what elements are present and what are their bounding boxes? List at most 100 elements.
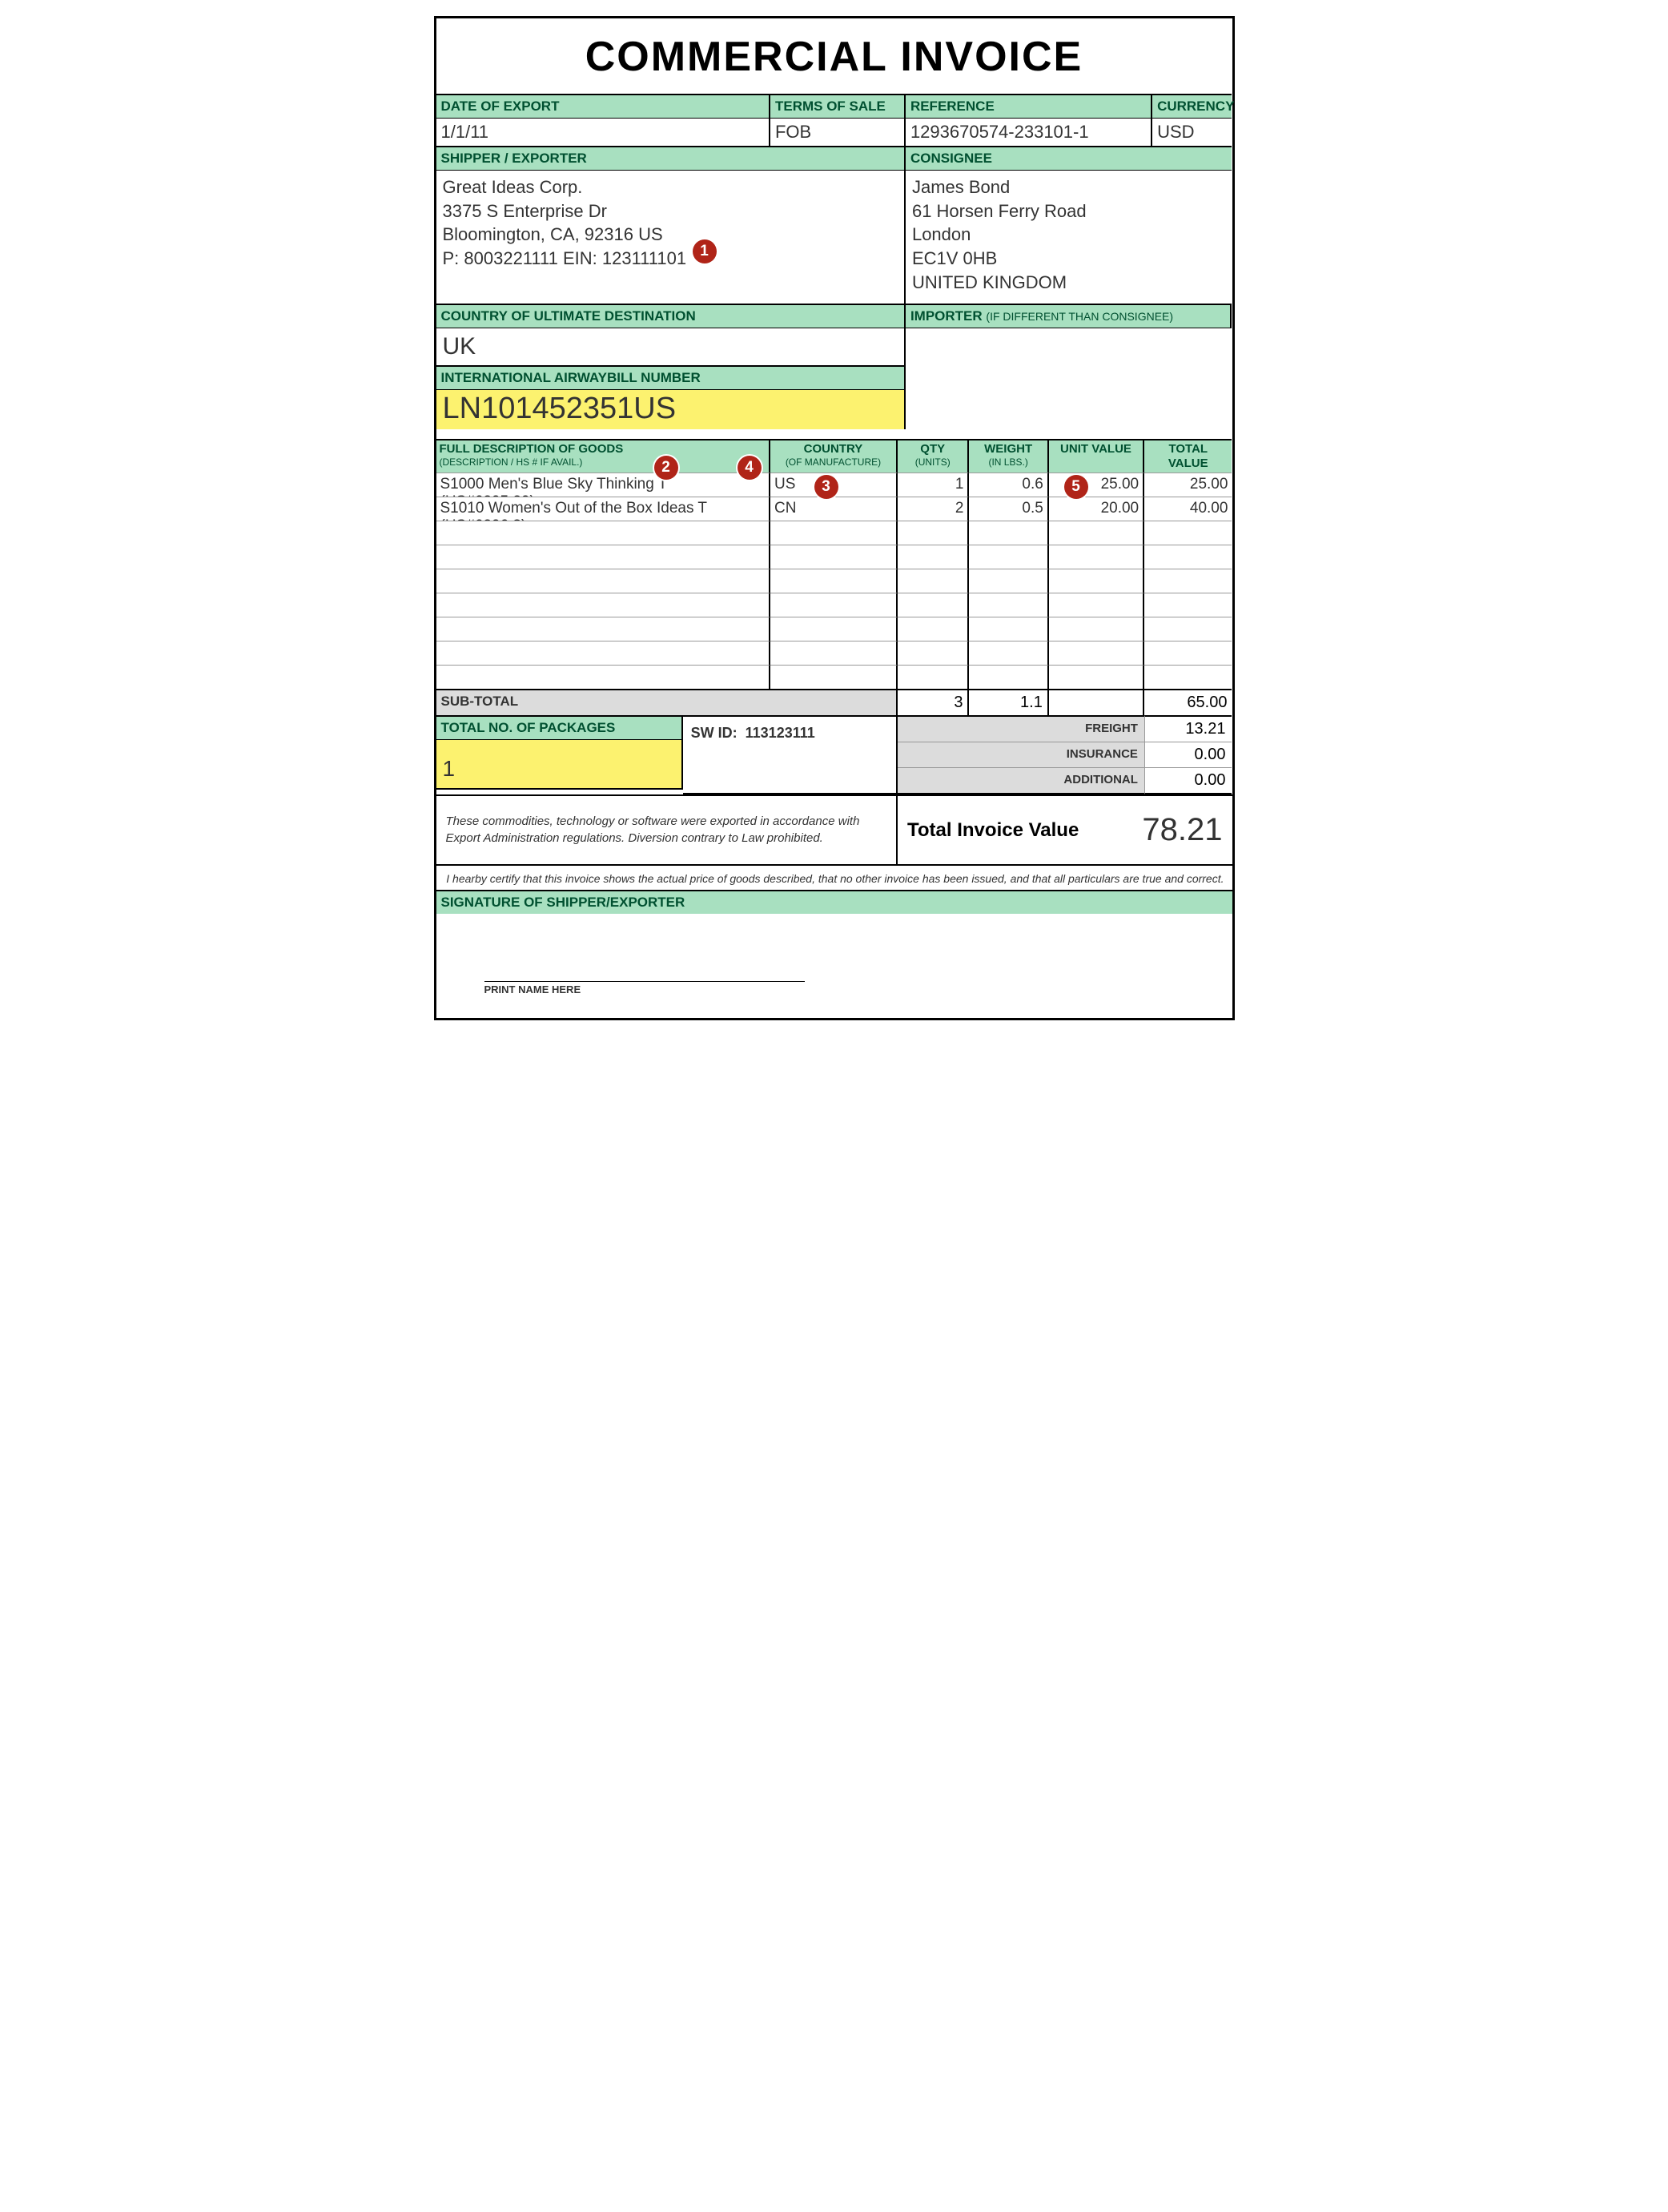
cell-weight [969,665,1048,689]
cell-unit-value [1049,641,1144,665]
cell-country [770,521,898,545]
cell-total-value [1144,617,1232,641]
table-row [436,641,1232,665]
cell-country [770,641,898,665]
col-country-sub: (OF MANUFACTURE) [774,456,893,468]
terms-sale-value: FOB [770,118,906,146]
callout-badge-2: 2 [654,456,678,480]
cell-description [436,593,770,617]
col-description: FULL DESCRIPTION OF GOODS (DESCRIPTION /… [436,439,770,473]
awb-label: INTERNATIONAL AIRWAYBILL NUMBER [436,365,906,389]
cell-unit-value [1049,569,1144,593]
cell-qty [898,593,969,617]
top-header-row: DATE OF EXPORT TERMS OF SALE REFERENCE C… [436,94,1232,118]
dest-row: COUNTRY OF ULTIMATE DESTINATION UK INTER… [436,304,1232,439]
packages-label: TOTAL NO. OF PACKAGES [436,715,683,739]
cell-description [436,521,770,545]
cell-description [436,641,770,665]
total-value: 78.21 [1142,812,1222,848]
signature-area: PRINT NAME HERE [436,914,1232,1018]
cell-total-value: 25.00 [1144,473,1232,497]
insurance-label: INSURANCE [898,742,1145,767]
subtotal-label: SUB-TOTAL [436,689,898,715]
importer-label-sub: (IF DIFFERENT THAN CONSIGNEE) [986,310,1173,323]
col-qty-sub: (UNITS) [901,456,964,468]
subtotal-unit-blank [1049,689,1144,715]
cell-country [770,569,898,593]
cell-qty [898,617,969,641]
cell-total-value: 40.00 [1144,497,1232,521]
cell-weight [969,545,1048,569]
col-qty-text: QTY [920,442,945,456]
cell-description [436,665,770,689]
additional-label: ADDITIONAL [898,767,1145,794]
importer-label: IMPORTER (IF DIFFERENT THAN CONSIGNEE) [906,304,1232,328]
cell-unit-value: 25.00 [1049,473,1144,497]
cell-qty [898,641,969,665]
col-unit-value: UNIT VALUE [1049,439,1144,473]
cell-country: CN [770,497,898,521]
col-country-text: COUNTRY [804,442,863,456]
subtotal-qty: 3 [898,689,969,715]
cell-description [436,617,770,641]
total-box: Total Invoice Value 78.21 [898,796,1232,864]
freight-value: 13.21 [1145,715,1232,742]
table-row: S1010 Women's Out of the Box Ideas T (HS… [436,497,1232,521]
cell-description [436,545,770,569]
commercial-invoice: COMMERCIAL INVOICE DATE OF EXPORT TERMS … [434,16,1235,1020]
col-weight: WEIGHT (IN LBS.) [969,439,1048,473]
cell-total-value [1144,641,1232,665]
col-qty: QTY (UNITS) [898,439,969,473]
cell-unit-value [1049,593,1144,617]
cell-total-value [1144,665,1232,689]
cell-weight [969,521,1048,545]
col-country: COUNTRY (OF MANUFACTURE) [770,439,898,473]
total-label: Total Invoice Value [907,819,1079,842]
cell-weight [969,569,1048,593]
cell-country [770,545,898,569]
cell-description: S1010 Women's Out of the Box Ideas T (HS… [436,497,770,521]
reference-label: REFERENCE [906,94,1152,118]
cell-weight [969,617,1048,641]
parties-header-row: SHIPPER / EXPORTER CONSIGNEE [436,146,1232,170]
cell-unit-value: 20.00 [1049,497,1144,521]
goods-body: S1000 Men's Blue Sky Thinking T (HS#6205… [436,473,1232,689]
shipper-block: Great Ideas Corp. 3375 S Enterprise Dr B… [436,170,906,304]
additional-value: 0.00 [1145,767,1232,794]
cell-weight: 0.5 [969,497,1048,521]
invoice-title: COMMERCIAL INVOICE [436,18,1232,94]
cell-description: S1000 Men's Blue Sky Thinking T (HS#6205… [436,473,770,497]
reference-value: 1293670574-233101-1 [906,118,1152,146]
callout-badge-4: 4 [738,456,762,480]
date-export-value: 1/1/11 [436,118,770,146]
col-description-text: FULL DESCRIPTION OF GOODS [440,442,624,456]
table-row [436,545,1232,569]
subtotal-row: SUB-TOTAL 3 1.1 65.00 [436,689,1232,715]
signature-label: SIGNATURE OF SHIPPER/EXPORTER [436,890,1232,914]
swid-label: SW ID: [691,725,738,741]
cell-total-value [1144,569,1232,593]
cell-total-value [1144,545,1232,569]
cell-country [770,593,898,617]
cell-qty [898,665,969,689]
cell-qty [898,569,969,593]
terms-sale-label: TERMS OF SALE [770,94,906,118]
callout-badge-1: 1 [693,239,717,263]
consignee-block: James Bond 61 Horsen Ferry Road London E… [906,170,1232,304]
country-dest-label: COUNTRY OF ULTIMATE DESTINATION [436,304,906,328]
cell-country [770,665,898,689]
cell-unit-value [1049,521,1144,545]
parties-value-row: Great Ideas Corp. 3375 S Enterprise Dr B… [436,170,1232,304]
cell-qty: 2 [898,497,969,521]
table-row [436,521,1232,545]
table-row [436,569,1232,593]
cell-qty [898,521,969,545]
packages-value: 1 [436,739,683,790]
shipper-label: SHIPPER / EXPORTER [436,146,906,170]
awb-value: LN101452351US [436,389,906,429]
table-row [436,593,1232,617]
col-unit-text: UNIT VALUE [1060,442,1131,456]
callout-badge-3: 3 [814,475,838,499]
cell-qty [898,545,969,569]
top-value-row: 1/1/11 FOB 1293670574-233101-1 USD [436,118,1232,146]
